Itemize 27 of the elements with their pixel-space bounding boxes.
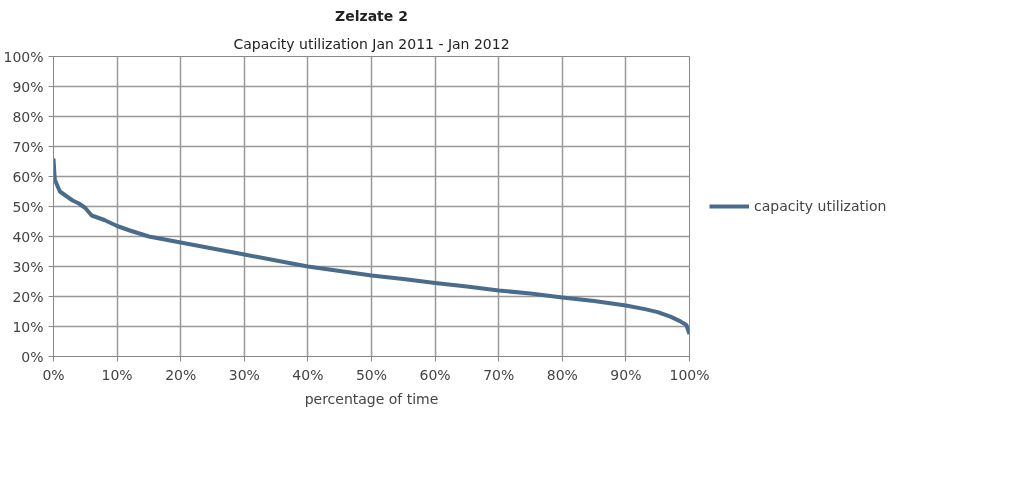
- x-tick-label: 50%: [355, 366, 388, 383]
- legend-label: capacity utilization: [754, 198, 887, 214]
- chart-title: Zelzate 2: [335, 7, 408, 24]
- y-tick-label: 70%: [12, 138, 44, 155]
- y-tick-label: 90%: [12, 78, 44, 95]
- y-tick-label: 0%: [21, 348, 44, 365]
- x-tick-label: 20%: [165, 366, 197, 383]
- y-tick-label: 10%: [12, 318, 44, 335]
- y-tick-label: 50%: [12, 198, 44, 215]
- y-tick-label: 40%: [12, 228, 44, 245]
- x-tick-label: 70%: [483, 366, 515, 383]
- line-series: [53, 156, 690, 336]
- x-tick-label: 60%: [419, 366, 451, 383]
- y-tick-label: 20%: [12, 288, 44, 305]
- x-tick-label: 80%: [546, 366, 578, 383]
- x-tick-label: 0%: [42, 366, 65, 383]
- y-tick-label: 100%: [3, 48, 44, 65]
- y-tick-label: 60%: [12, 168, 44, 185]
- chart-subtitle: Capacity utilization Jan 2011 - Jan 2012: [233, 35, 510, 52]
- x-tick-label: 30%: [228, 366, 260, 383]
- x-tick-label: 100%: [669, 366, 710, 383]
- x-axis-title: percentage of time: [304, 390, 439, 407]
- y-tick-label: 30%: [12, 258, 44, 275]
- x-tick-label: 10%: [101, 366, 133, 383]
- x-tick-label: 40%: [292, 366, 324, 383]
- y-tick-label: 80%: [12, 108, 44, 125]
- x-tick-label: 90%: [610, 366, 642, 383]
